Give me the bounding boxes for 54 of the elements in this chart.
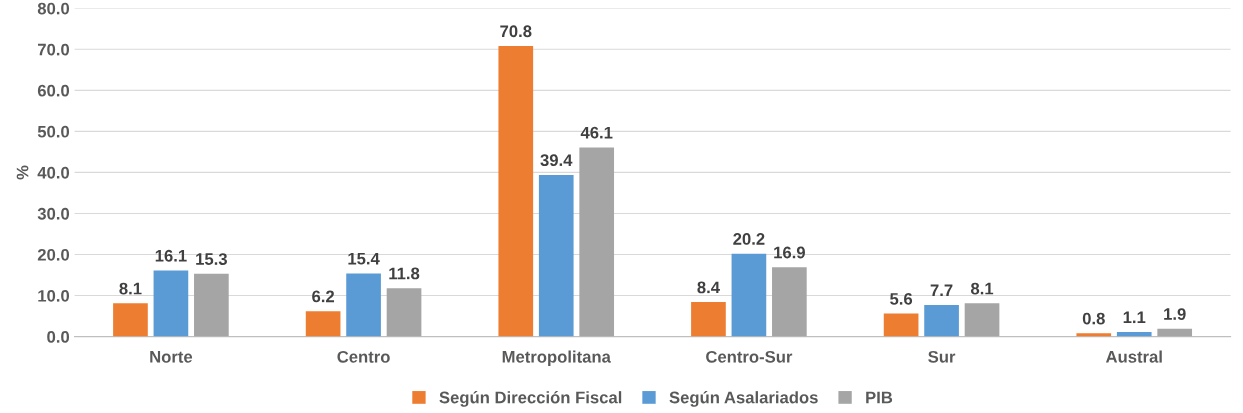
bar [883,313,919,337]
bar [538,174,574,337]
data-label: 8.4 [697,281,720,294]
y-tick-label: 10.0 [38,289,70,302]
y-tick-label: 80.0 [37,2,70,15]
y-tick-label: 30.0 [37,207,70,220]
x-tick-label: Norte [150,351,193,363]
legend-label: Según Asalariados [669,391,818,407]
bar [1076,333,1112,337]
data-label: 15.3 [196,253,227,265]
bar [964,303,1000,337]
y-tick-label: 60.0 [37,84,70,97]
bar [731,253,767,337]
bar [1157,328,1193,337]
data-label: 16.9 [774,246,805,259]
data-label: 11.8 [389,267,420,280]
bar [772,267,807,337]
data-label: 15.4 [348,252,380,265]
data-label: 6.2 [312,290,335,303]
bar [924,304,959,337]
data-label: 8.1 [970,282,994,295]
bar [579,147,615,337]
data-label: 0.8 [1082,312,1105,325]
bar [346,273,381,337]
data-label: 39.4 [540,154,573,167]
bar [153,270,189,337]
y-tick-label: 70.0 [38,43,70,56]
data-label: 7.7 [930,284,953,296]
y-tick-label: 50.0 [37,125,70,138]
x-tick-label: Metropolitana [502,350,611,367]
x-tick-label: Sur [928,350,956,363]
data-label: 16.1 [155,249,187,262]
data-label: 1.9 [1164,308,1186,320]
x-tick-label: Centro [337,350,390,363]
bar [691,302,726,337]
data-label: 20.2 [733,233,765,245]
data-label: 1.1 [1123,311,1146,324]
bar [113,303,148,337]
bar [194,273,229,337]
bar [386,288,422,337]
data-label: 8.1 [119,282,142,295]
data-label: 46.1 [580,126,613,139]
y-tick-label: 40.0 [37,166,70,179]
y-axis-title: % [16,165,29,180]
x-tick-label: Centro-Sur [706,350,793,363]
data-label: 70.8 [500,25,532,38]
bar [305,311,341,337]
x-tick-label: Austral [1105,350,1162,363]
y-tick-label: 0.0 [47,331,70,343]
legend-label: Según Dirección Fiscal [439,391,622,407]
legend-label: PIB [866,391,893,404]
bar [498,46,534,337]
y-tick-label: 20.0 [37,248,70,261]
data-label: 5.6 [890,292,913,305]
